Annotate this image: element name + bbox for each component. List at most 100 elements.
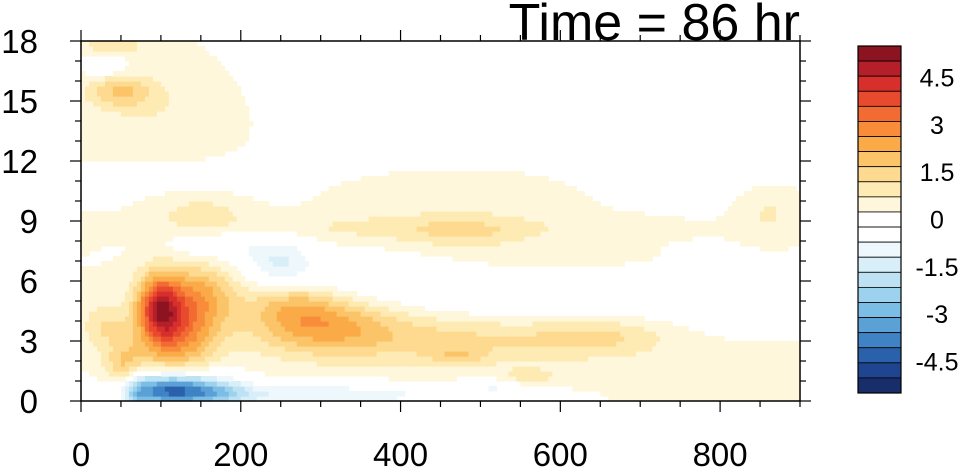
heatmap-cell	[776, 201, 781, 207]
heatmap-cell	[592, 206, 597, 212]
heatmap-cell	[296, 361, 302, 367]
heatmap-cell	[272, 271, 278, 277]
heatmap-cell	[292, 296, 298, 302]
heatmap-cell	[132, 311, 138, 317]
heatmap-cell	[508, 226, 513, 232]
heatmap-cell	[112, 236, 118, 242]
heatmap-cell	[176, 216, 182, 222]
heatmap-cell	[444, 321, 450, 327]
heatmap-cell	[396, 361, 402, 367]
heatmap-cell	[248, 331, 254, 337]
heatmap-cell	[104, 271, 110, 277]
heatmap-cell	[92, 286, 98, 292]
heatmap-cell	[628, 336, 633, 342]
heatmap-cell	[640, 331, 645, 337]
heatmap-cell	[564, 206, 569, 212]
heatmap-cell	[356, 336, 362, 342]
heatmap-cell	[320, 226, 326, 232]
heatmap-cell	[728, 221, 733, 227]
heatmap-cell	[644, 236, 649, 242]
heatmap-cell	[420, 321, 426, 327]
heatmap-cell	[756, 226, 761, 232]
heatmap-cell	[208, 386, 214, 392]
heatmap-cell	[220, 306, 226, 312]
heatmap-cell	[556, 226, 561, 232]
heatmap-cell	[248, 201, 254, 207]
heatmap-cell	[696, 221, 701, 227]
heatmap-cell	[340, 226, 346, 232]
heatmap-cell	[304, 366, 310, 372]
heatmap-cell	[704, 381, 709, 387]
heatmap-cell	[284, 331, 290, 337]
heatmap-cell	[368, 201, 374, 207]
heatmap-cell	[496, 346, 502, 352]
heatmap-cell	[480, 201, 486, 207]
heatmap-cell	[104, 356, 110, 362]
heatmap-cell	[488, 261, 494, 267]
heatmap-cell	[776, 351, 781, 357]
heatmap-cell	[740, 356, 745, 362]
heatmap-cell	[344, 241, 350, 247]
heatmap-cell	[208, 216, 214, 222]
heatmap-cell	[184, 351, 190, 357]
heatmap-cell	[324, 371, 330, 377]
heatmap-cell	[364, 201, 370, 207]
heatmap-cell	[200, 346, 206, 352]
heatmap-cell	[224, 276, 230, 282]
heatmap-cell	[644, 361, 649, 367]
heatmap-cell	[204, 291, 210, 297]
heatmap-cell	[232, 311, 238, 317]
heatmap-cell	[444, 341, 450, 347]
heatmap-cell	[760, 241, 765, 247]
heatmap-cell	[460, 331, 466, 337]
heatmap-cell	[148, 386, 154, 392]
heatmap-cell	[312, 296, 318, 302]
heatmap-cell	[636, 226, 641, 232]
heatmap-cell	[316, 291, 322, 297]
heatmap-cell	[648, 396, 653, 402]
heatmap-cell	[640, 221, 645, 227]
heatmap-cell	[648, 361, 653, 367]
heatmap-cell	[192, 391, 198, 397]
heatmap-cell	[392, 351, 398, 357]
heatmap-cell	[164, 321, 170, 327]
heatmap-cell	[224, 291, 230, 297]
heatmap-cell	[164, 291, 170, 297]
heatmap-cell	[328, 351, 334, 357]
heatmap-cell	[84, 246, 90, 252]
heatmap-cell	[216, 291, 222, 297]
heatmap-cell	[388, 206, 394, 212]
heatmap-cell	[500, 236, 506, 242]
heatmap-cell	[240, 296, 246, 302]
heatmap-cell	[180, 306, 186, 312]
heatmap-cell	[264, 396, 270, 402]
heatmap-cell	[420, 306, 426, 312]
heatmap-cell	[184, 226, 190, 232]
heatmap-cell	[456, 241, 462, 247]
heatmap-cell	[312, 216, 318, 222]
heatmap-cell	[460, 231, 466, 237]
heatmap-cell	[248, 311, 254, 317]
heatmap-cell	[280, 261, 286, 267]
heatmap-cell	[476, 336, 482, 342]
heatmap-cell	[608, 321, 613, 327]
heatmap-cell	[200, 381, 206, 387]
heatmap-cell	[144, 296, 150, 302]
heatmap-cell	[404, 246, 410, 252]
heatmap-cell	[788, 361, 793, 367]
heatmap-cell	[764, 371, 769, 377]
heatmap-cell	[204, 226, 210, 232]
heatmap-cell	[572, 206, 577, 212]
heatmap-cell	[704, 386, 709, 392]
heatmap-cell	[528, 346, 533, 352]
heatmap-cell	[372, 306, 378, 312]
heatmap-cell	[604, 316, 609, 322]
heatmap-cell	[284, 286, 290, 292]
heatmap-cell	[660, 236, 665, 242]
heatmap-cell	[376, 201, 382, 207]
heatmap-cell	[412, 336, 418, 342]
heatmap-cell	[260, 226, 266, 232]
heatmap-cell	[712, 386, 717, 392]
heatmap-cell	[568, 361, 573, 367]
heatmap-cell	[388, 246, 394, 252]
